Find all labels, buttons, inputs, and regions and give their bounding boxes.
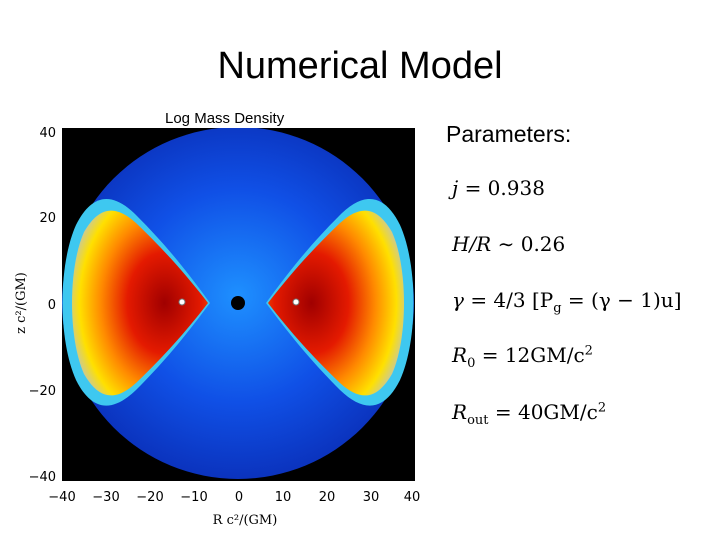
param-outer-radius: Rout = 40GM/c2 [452,400,606,428]
slide-title: Numerical Model [217,45,503,87]
param-inner-radius-sub: 0 [467,356,476,371]
y-axis-label: z c²/(GM) [14,272,29,334]
param-inner-radius-symbol: R [452,343,468,367]
x-tick-label: −40 [48,490,75,505]
black-hole [231,296,245,310]
param-spin-symbol: j [452,176,459,200]
x-tick-label: −20 [136,490,163,505]
y-tick-label: 20 [39,211,56,226]
param-outer-radius-value: = 40GM/c [494,400,598,424]
param-outer-radius-sup: 2 [597,400,607,416]
density-plot: 40 20 0 −20 −40 −40 −30 −20 −10 0 10 20 … [14,126,421,528]
x-tick-label: 40 [404,490,421,505]
plot-caption: Log Mass Density [165,110,285,127]
param-adiabatic-index-symbol: γ [452,288,464,312]
y-tick-label: −40 [29,470,56,485]
x-tick-label: −30 [92,490,119,505]
param-eos-sub: g [553,301,562,316]
param-scale-height-symbol: H/R [452,232,492,256]
y-tick-label: −20 [29,384,56,399]
param-spin: j = 0.938 [452,176,545,200]
param-inner-radius-value: = 12GM/c [481,343,585,367]
torus-left [72,210,208,396]
parameters-heading: Parameters: [446,121,572,147]
x-tick-label: −10 [180,490,207,505]
x-tick-label: 30 [363,490,380,505]
param-eos-open: [P [531,288,554,312]
pressure-max-right [292,298,300,306]
y-tick-label: 40 [39,126,56,141]
y-tick-label: 0 [48,298,56,313]
x-tick-label: 20 [319,490,336,505]
param-inner-radius-sup: 2 [584,343,593,359]
torus-right [268,210,404,396]
x-axis-label: R c²/(GM) [213,513,278,528]
param-outer-radius-sub: out [467,413,489,428]
pressure-max-left [178,298,186,306]
x-tick-label: 10 [275,490,292,505]
param-scale-height: H/R ∼ 0.26 [452,232,565,256]
param-adiabatic-index-value: = 4/3 [470,288,526,312]
param-scale-height-value: ∼ 0.26 [497,232,566,256]
param-inner-radius: R0 = 12GM/c2 [452,343,593,371]
x-tick-label: 0 [235,490,243,505]
param-adiabatic-index: γ = 4/3 [Pg = (γ − 1)u] [452,288,682,316]
param-outer-radius-symbol: R [452,400,468,424]
param-eos-rest: = (γ − 1)u] [561,288,682,312]
param-spin-value: = 0.938 [464,176,545,200]
